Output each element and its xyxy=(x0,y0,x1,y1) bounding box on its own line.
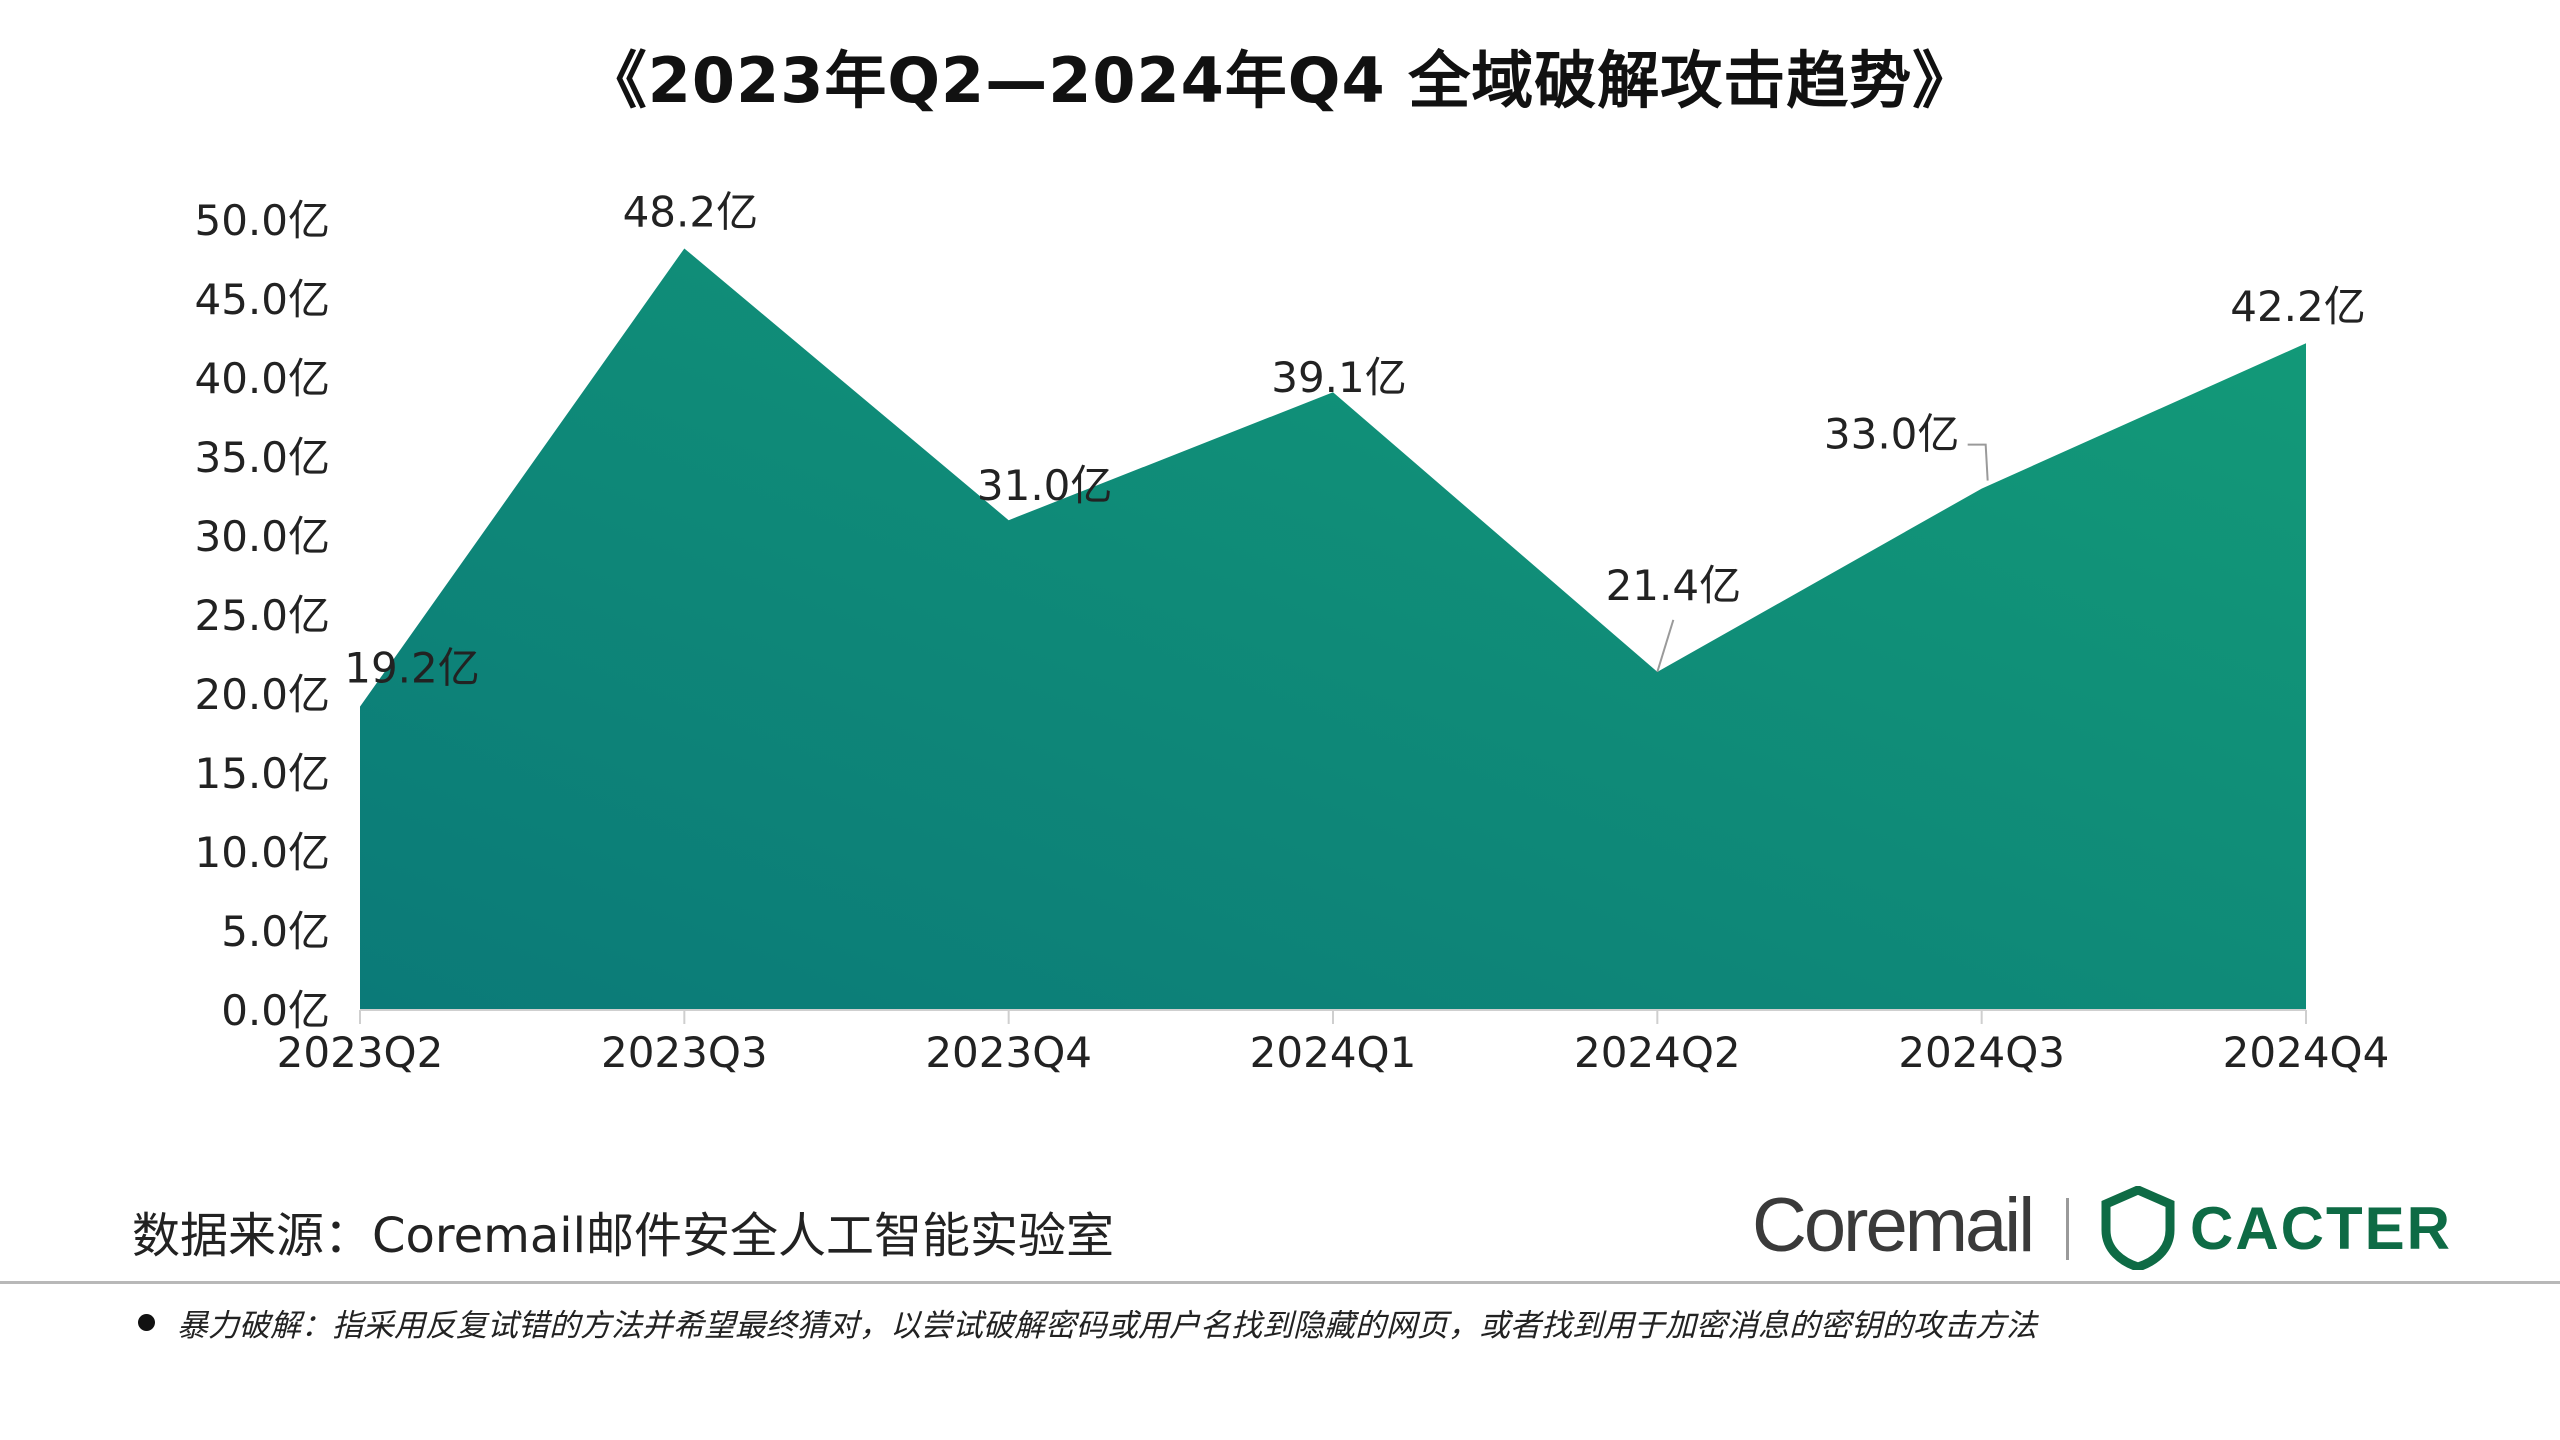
divider xyxy=(0,1281,2560,1284)
y-tick-label: 50.0亿 xyxy=(194,196,330,245)
x-tick-label: 2023Q4 xyxy=(925,1028,1092,1077)
shield-icon xyxy=(2101,1186,2175,1270)
data-label: 42.2亿 xyxy=(2230,282,2366,331)
cacter-logo: CACTER xyxy=(2100,1186,2452,1270)
data-label: 19.2亿 xyxy=(344,644,480,693)
data-source: 数据来源：Coremail邮件安全人工智能实验室 xyxy=(132,1208,1114,1264)
data-label: 31.0亿 xyxy=(977,461,1113,510)
y-tick-label: 10.0亿 xyxy=(194,828,330,877)
data-label: 33.0亿 xyxy=(1824,410,1960,459)
label-leader-line xyxy=(1656,619,1675,673)
x-tick-label: 2024Q1 xyxy=(1250,1028,1417,1077)
y-tick-label: 20.0亿 xyxy=(194,670,330,719)
data-label: 21.4亿 xyxy=(1606,561,1742,610)
y-tick-label: 30.0亿 xyxy=(194,512,330,561)
x-tick-label: 2024Q3 xyxy=(1898,1028,2065,1077)
area-chart: 2023Q2 2023Q3 2023Q4 2024Q1 2024Q2 2024Q3 2024… xyxy=(194,187,2390,1077)
area-series xyxy=(360,248,2306,1010)
coremail-logo: Coremail xyxy=(1752,1183,2035,1268)
y-tick-label: 0.0亿 xyxy=(221,986,330,1035)
data-label: 39.1亿 xyxy=(1271,353,1407,402)
y-tick-label: 25.0亿 xyxy=(194,591,330,640)
footnote: 暴力破解：指采用反复试错的方法并希望最终猜对，以尝试破解密码或用户名找到隐藏的网… xyxy=(138,1300,2037,1345)
bullet-icon xyxy=(138,1314,155,1331)
y-tick-label: 5.0亿 xyxy=(221,907,330,956)
y-tick-label: 45.0亿 xyxy=(194,275,330,324)
data-label: 48.2亿 xyxy=(623,187,759,236)
x-tick-label: 2024Q2 xyxy=(1574,1028,1741,1077)
x-tick-label: 2023Q3 xyxy=(601,1028,768,1077)
logo-separator xyxy=(2066,1198,2069,1260)
chart-title: 《2023年Q2—2024年Q4 全域破解攻击趋势》 xyxy=(584,44,1976,117)
footnote-text: 暴力破解：指采用反复试错的方法并希望最终猜对，以尝试破解密码或用户名找到隐藏的网… xyxy=(177,1308,2037,1344)
y-tick-label: 35.0亿 xyxy=(194,433,330,482)
label-leader-line xyxy=(1967,443,1989,481)
x-tick-label: 2024Q4 xyxy=(2223,1028,2390,1077)
x-tick-label: 2023Q2 xyxy=(277,1028,444,1077)
y-tick-label: 15.0亿 xyxy=(194,749,330,798)
cacter-logo-text: CACTER xyxy=(2190,1194,2452,1262)
y-tick-label: 40.0亿 xyxy=(194,354,330,403)
